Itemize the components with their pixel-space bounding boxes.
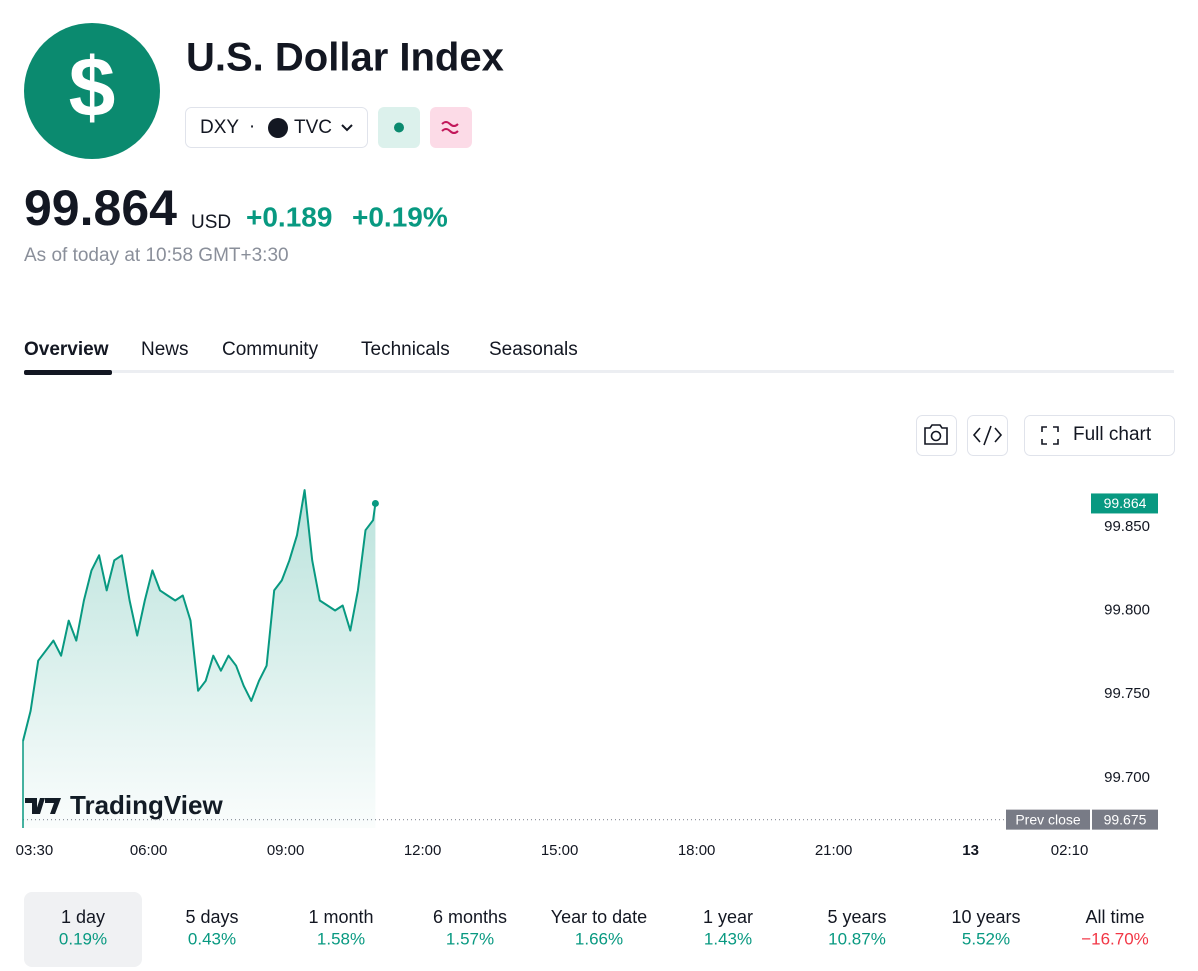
period-label[interactable]: 6 months bbox=[433, 907, 507, 927]
status-dot bbox=[394, 122, 404, 133]
period-label[interactable]: 5 years bbox=[827, 907, 886, 927]
price-line bbox=[22, 489, 377, 742]
tab-rule bbox=[24, 370, 1174, 373]
prev-close-value-tag bbox=[1092, 809, 1158, 830]
tabs: Overview News Community Technicals Seasonals bbox=[24, 339, 578, 360]
change-percent: +0.19% bbox=[352, 201, 448, 232]
period-change: −16.70% bbox=[1081, 929, 1149, 948]
tab[interactable]: Overview bbox=[24, 339, 109, 360]
full-chart-label: Full chart bbox=[1073, 424, 1152, 445]
x-tick-label: 21:00 bbox=[815, 842, 853, 859]
periods: 1 day 0.19% 5 days 0.43% 1 month 1.58% 6 month… bbox=[59, 907, 1149, 949]
period-change: 1.58% bbox=[317, 929, 365, 948]
active-tab-indicator bbox=[24, 370, 112, 375]
chevron bbox=[341, 124, 353, 132]
x-tick-label: 13 bbox=[962, 842, 979, 859]
change: +0.189 bbox=[246, 201, 332, 232]
delay-icon bbox=[441, 121, 459, 134]
period-change: 0.19% bbox=[59, 929, 107, 948]
period-change: 10.87% bbox=[828, 929, 886, 948]
full-chart-button[interactable] bbox=[1024, 415, 1175, 456]
last-price-tag bbox=[1091, 493, 1158, 514]
logo-symbol: $ bbox=[69, 40, 116, 134]
x-tick-label: 18:00 bbox=[678, 842, 716, 859]
tab[interactable]: Seasonals bbox=[489, 339, 578, 360]
prev-close-value: 99.675 bbox=[1104, 811, 1147, 827]
period-change: 1.66% bbox=[575, 929, 623, 948]
period-label[interactable]: 1 year bbox=[703, 907, 753, 927]
snapshot-button[interactable] bbox=[916, 415, 957, 456]
currency: USD bbox=[191, 212, 231, 233]
tab[interactable]: Community bbox=[222, 339, 319, 360]
logo bbox=[24, 23, 160, 159]
code-icon bbox=[972, 425, 1003, 446]
price: 99.864 bbox=[24, 180, 177, 236]
period-label[interactable]: Year to date bbox=[551, 907, 647, 927]
period-change: 5.52% bbox=[962, 929, 1010, 948]
y-tick-label: 99.750 bbox=[1104, 685, 1150, 702]
y-tick-label: 99.850 bbox=[1104, 518, 1150, 535]
period-label[interactable]: 1 month bbox=[308, 907, 373, 927]
selected-period bbox=[24, 892, 142, 967]
symbol: DXY bbox=[200, 117, 239, 138]
y-tick-label: 99.700 bbox=[1104, 769, 1150, 786]
period-change: 1.43% bbox=[704, 929, 752, 948]
prev-close-tag bbox=[1006, 809, 1090, 830]
period-label[interactable]: 1 day bbox=[61, 907, 105, 927]
x-tick-label: 09:00 bbox=[267, 842, 305, 859]
x-tick-label: 15:00 bbox=[541, 842, 579, 859]
x-tick-label: 12:00 bbox=[404, 842, 442, 859]
chart: TradingView99.70099.75099.80099.85003:30… bbox=[16, 489, 1158, 859]
separator: · bbox=[249, 116, 255, 137]
title: U.S. Dollar Index bbox=[186, 36, 504, 80]
x-tick-label: 02:10 bbox=[1051, 842, 1089, 859]
x-tick-label: 06:00 bbox=[130, 842, 168, 859]
period-label[interactable]: 5 days bbox=[185, 907, 238, 927]
prev-close-label: Prev close bbox=[1015, 811, 1081, 827]
last-point bbox=[371, 499, 379, 507]
tab[interactable]: News bbox=[141, 339, 189, 360]
area-fill bbox=[23, 490, 376, 828]
exchange-icon bbox=[268, 118, 288, 138]
delay-badge[interactable] bbox=[430, 107, 472, 148]
x-tick-label: 03:30 bbox=[16, 842, 54, 859]
as-of: As of today at 10:58 GMT+3:30 bbox=[24, 245, 289, 266]
period-change: 1.57% bbox=[446, 929, 494, 948]
y-tick-label: 99.800 bbox=[1104, 601, 1150, 618]
last-price: 99.864 bbox=[1104, 495, 1147, 511]
camera-lens bbox=[930, 430, 942, 442]
camera-icon bbox=[924, 424, 948, 445]
period-label[interactable]: 10 years bbox=[951, 907, 1020, 927]
exchange: TVC bbox=[294, 117, 332, 138]
expand-icon bbox=[1041, 426, 1059, 445]
period-change: 0.43% bbox=[188, 929, 236, 948]
tab[interactable]: Technicals bbox=[361, 339, 450, 360]
period-label[interactable]: All time bbox=[1085, 907, 1144, 927]
